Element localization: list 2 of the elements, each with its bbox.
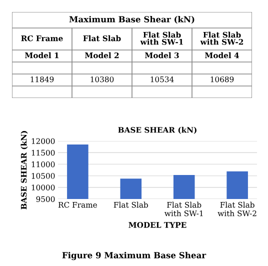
caption: Figure 9 Maximum Base Shear (62, 252, 206, 260)
text: Maximum Base Shear (kN) (69, 16, 194, 24)
